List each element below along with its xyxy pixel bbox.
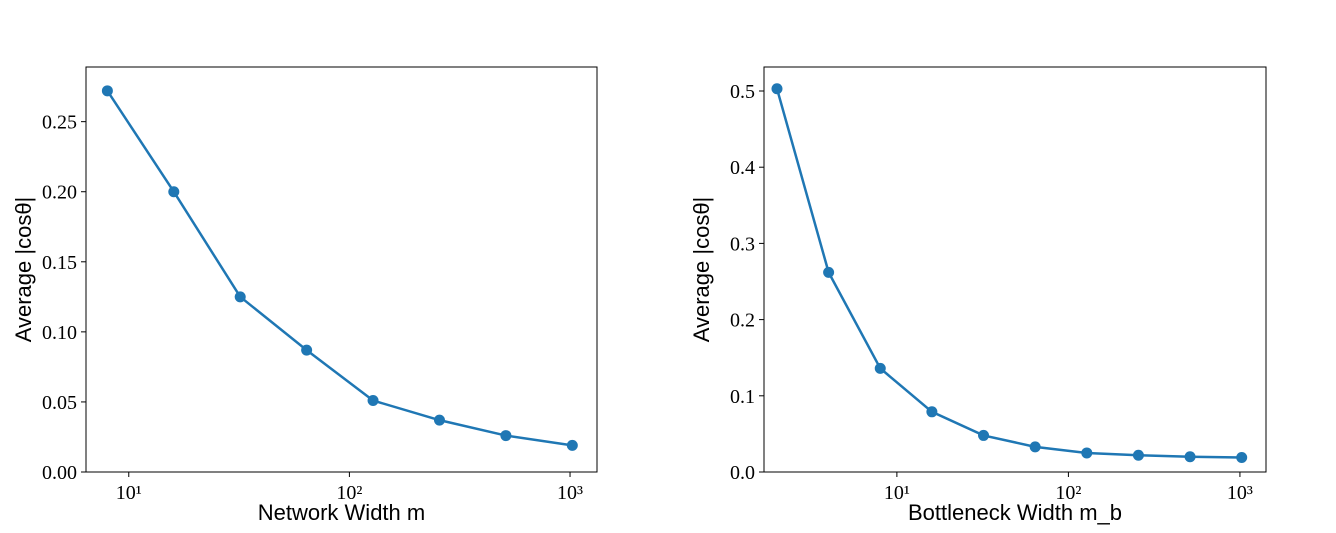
y-axis-label: Average |cosθ| <box>689 197 714 343</box>
data-point <box>1081 447 1093 459</box>
data-point <box>101 85 113 97</box>
data-point <box>301 344 313 356</box>
data-point <box>234 291 246 303</box>
y-tick-label: 0.4 <box>730 157 755 179</box>
x-tick-label: 10¹ <box>116 482 142 504</box>
data-point <box>168 186 180 198</box>
data-point <box>1132 449 1144 461</box>
y-tick-label: 0.15 <box>42 252 77 274</box>
data-point <box>926 406 938 418</box>
chart: 0.0 0.1 0.2 0.3 0.4 0.5 10¹ 10² 10³ Bottleneck Wi… <box>689 66 1267 525</box>
data-point <box>978 429 990 441</box>
x-tick-label: 10¹ <box>884 482 910 504</box>
data-point <box>566 439 578 451</box>
series-line <box>775 88 1242 459</box>
y-tick-label: 0.0 <box>730 462 755 484</box>
data-point <box>1029 441 1041 453</box>
y-tick-label: 0.25 <box>42 112 77 134</box>
x-tick-label: 10² <box>336 482 362 504</box>
chart: 0.00 0.05 0.10 0.15 0.20 0.25 10¹ 10² 10³ Network… <box>11 66 598 525</box>
data-point <box>771 83 783 95</box>
data-point <box>823 266 835 278</box>
x-tick-label: 10² <box>1055 482 1081 504</box>
y-tick-label: 0.2 <box>730 310 755 332</box>
data-point <box>433 414 445 426</box>
y-tick-label: 0.20 <box>42 182 77 204</box>
series-line <box>106 90 573 447</box>
y-tick-label: 0.10 <box>42 322 77 344</box>
data-point <box>1184 451 1196 463</box>
plot-frame <box>763 66 1267 473</box>
y-tick-label: 0.1 <box>730 386 755 408</box>
y-axis-label: Average |cosθ| <box>11 197 36 343</box>
x-axis-label: Bottleneck Width m_b <box>908 500 1122 525</box>
plot-frame <box>85 66 598 473</box>
y-tick-label: 0.5 <box>730 81 755 103</box>
data-point <box>874 362 886 374</box>
data-point <box>367 395 379 407</box>
x-axis-label: Network Width m <box>258 500 425 525</box>
data-point <box>1236 452 1248 464</box>
y-tick-label: 0.00 <box>42 462 77 484</box>
x-tick-label: 10³ <box>1227 482 1253 504</box>
y-tick-label: 0.05 <box>42 392 77 414</box>
x-tick-label: 10³ <box>557 482 583 504</box>
y-tick-label: 0.3 <box>730 233 755 255</box>
data-point <box>500 430 512 442</box>
